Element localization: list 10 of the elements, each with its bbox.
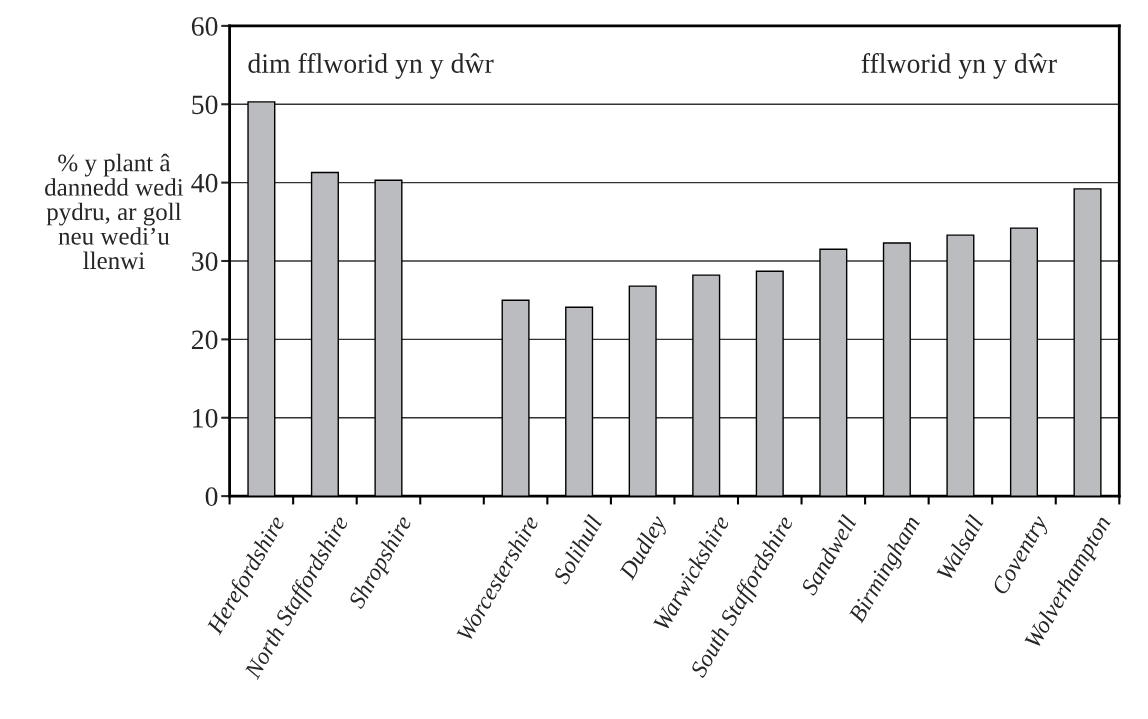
- y-axis-title: % y plant â dannedd wedi pydru, ar goll neu wedi’u llenwi: [45, 153, 184, 270]
- y-tick-label: 40: [191, 173, 218, 193]
- y-tick-label: 30: [192, 252, 218, 271]
- y-tick-label: 10: [193, 408, 218, 428]
- y-tick-label: 20: [191, 330, 218, 350]
- y-tick-label: 60: [191, 17, 218, 36]
- y-tick-label: 50: [192, 95, 218, 115]
- y-tick-label: 0: [205, 487, 218, 507]
- annotation: fflworid yn y dŵr: [861, 53, 1057, 79]
- annotation: dim fflworid yn y dŵr: [248, 53, 494, 79]
